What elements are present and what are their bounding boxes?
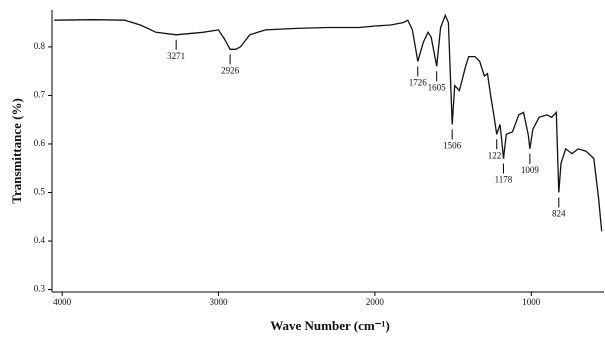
y-tick-label: 0.4 bbox=[34, 235, 46, 245]
peak-label: 1605 bbox=[428, 82, 447, 92]
y-tick-label: 0.8 bbox=[34, 41, 46, 51]
y-tick-label: 0.6 bbox=[34, 138, 46, 148]
x-tick-label: 3000 bbox=[210, 297, 229, 307]
peak-label: 1178 bbox=[495, 175, 513, 185]
peak-label: 1221 bbox=[488, 150, 506, 160]
peak-label: 3271 bbox=[167, 51, 185, 61]
y-axis-title: Transmittance (%) bbox=[9, 98, 24, 204]
x-tick-label: 4000 bbox=[53, 297, 72, 307]
peak-label: 1506 bbox=[443, 141, 462, 151]
peak-label: 1726 bbox=[409, 78, 428, 88]
x-tick-label: 2000 bbox=[366, 297, 385, 307]
peak-label: 2926 bbox=[221, 65, 240, 75]
peak-label: 1009 bbox=[521, 165, 540, 175]
x-axis-title: Wave Number (cm⁻¹) bbox=[270, 318, 390, 333]
peak-label: 824 bbox=[552, 209, 566, 219]
x-tick-label: 1000 bbox=[522, 297, 541, 307]
y-tick-label: 0.7 bbox=[34, 89, 46, 99]
y-tick-label: 0.3 bbox=[34, 284, 46, 294]
spectrum-line bbox=[54, 13, 603, 232]
y-tick-label: 0.5 bbox=[34, 187, 46, 197]
